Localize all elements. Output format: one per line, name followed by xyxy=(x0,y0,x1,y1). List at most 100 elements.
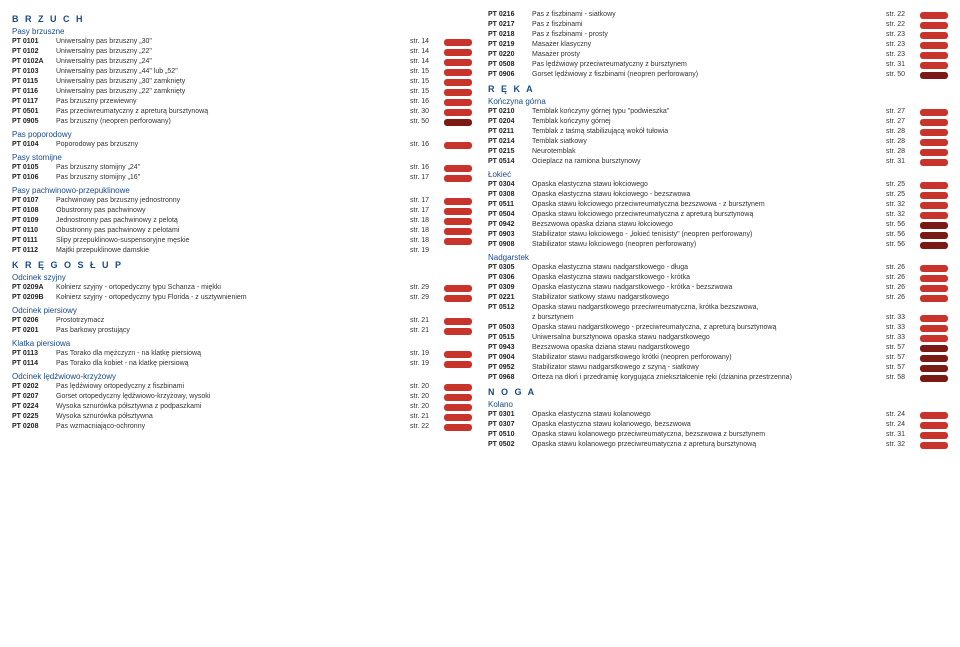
product-tag xyxy=(920,412,948,419)
product-row: PT 0103Uniwersalny pas brzuszny „44" lub… xyxy=(12,67,472,77)
category-title: R Ę K A xyxy=(488,84,948,94)
product-code: PT 0217 xyxy=(488,20,532,30)
product-tag xyxy=(920,422,948,429)
product-name: Uniwersalny pas brzuszny „24" xyxy=(56,57,410,67)
product-tag xyxy=(444,248,472,255)
page-ref: str. 17 xyxy=(410,196,444,206)
page-ref: str. 28 xyxy=(886,147,920,157)
product-code: PT 0968 xyxy=(488,373,532,383)
page-ref: str. 28 xyxy=(886,137,920,147)
product-row: PT 0109Jednostronny pas pachwinowy z pel… xyxy=(12,216,472,226)
product-row: PT 0217Pas z fiszbinamistr. 22 xyxy=(488,20,948,30)
product-code: PT 0112 xyxy=(12,246,56,256)
product-row: PT 0201Pas barkowy prostującystr. 21 xyxy=(12,326,472,336)
product-tag xyxy=(920,22,948,29)
product-tag xyxy=(444,328,472,335)
subsection-title: Pasy pachwinowo-przepuklinowe xyxy=(12,186,472,195)
product-name: Stabilizator stawu łokciowego - „łokieć … xyxy=(532,230,886,240)
product-tag xyxy=(444,79,472,86)
product-name: Neurotemblak xyxy=(532,147,886,157)
product-tag xyxy=(920,295,948,302)
product-row: PT 0209BKołnierz szyjny - ortopedyczny t… xyxy=(12,293,472,303)
product-tag xyxy=(920,12,948,19)
product-tag xyxy=(920,202,948,209)
product-code: PT 0104 xyxy=(12,140,56,150)
product-tag xyxy=(920,325,948,332)
product-tag xyxy=(444,119,472,126)
product-tag xyxy=(444,142,472,149)
product-row: PT 0304Opaska elastyczna stawu łokcioweg… xyxy=(488,180,948,190)
product-tag xyxy=(920,305,948,312)
product-code: PT 0214 xyxy=(488,137,532,147)
left-column: B R Z U C HPasy brzusznePT 0101Uniwersal… xyxy=(12,10,480,637)
page-ref: str. 18 xyxy=(410,216,444,226)
page-ref: str. 22 xyxy=(886,20,920,30)
product-tag xyxy=(444,361,472,368)
page-ref: str. 28 xyxy=(886,127,920,137)
product-tag xyxy=(920,265,948,272)
page-ref: str. 25 xyxy=(886,180,920,190)
product-row: PT 0102Uniwersalny pas brzuszny „22"str.… xyxy=(12,47,472,57)
page-ref: str. 17 xyxy=(410,206,444,216)
subsection-title: Odcinek piersiowy xyxy=(12,306,472,315)
page-ref: str. 20 xyxy=(410,382,444,392)
page-ref: str. 31 xyxy=(886,430,920,440)
product-tag xyxy=(444,99,472,106)
product-tag xyxy=(444,175,472,182)
product-code: PT 0110 xyxy=(12,226,56,236)
product-name: Uniwersalny pas brzuszny „44" lub „52" xyxy=(56,67,410,77)
right-column: PT 0216Pas z fiszbinami - siatkowystr. 2… xyxy=(480,10,948,637)
product-name: Temblak siatkowy xyxy=(532,137,886,147)
product-row: PT 0501Pas przeciwreumatyczny z apreturą… xyxy=(12,107,472,117)
product-code: PT 0102A xyxy=(12,57,56,67)
product-row: PT 0208Pas wzmacniająco-ochronnystr. 22 xyxy=(12,422,472,432)
product-tag xyxy=(444,384,472,391)
product-row: PT 0219Masażer klasycznystr. 23 xyxy=(488,40,948,50)
product-row: PT 0211Temblak z taśmą stabilizującą wok… xyxy=(488,127,948,137)
page-ref: str. 31 xyxy=(886,60,920,70)
product-name: Temblak kończyny górnej xyxy=(532,117,886,127)
product-code: PT 0512 xyxy=(488,303,532,313)
page-ref: str. 32 xyxy=(886,210,920,220)
product-row: PT 0504Opaska stawu łokciowego przeciwre… xyxy=(488,210,948,220)
product-name: Orteza na dłoń i przedramię korygująca z… xyxy=(532,373,886,383)
product-row: PT 0104Poporodowy pas brzusznystr. 16 xyxy=(12,140,472,150)
product-name: Opaska elastyczna stawu kolanowego xyxy=(532,410,886,420)
product-tag xyxy=(444,394,472,401)
product-name: Majtki przepuklinowe damskie xyxy=(56,246,410,256)
subsection-title: Kolano xyxy=(488,400,948,409)
product-code: PT 0204 xyxy=(488,117,532,127)
product-row: PT 0220Masażer prostystr. 23 xyxy=(488,50,948,60)
product-name: Pas barkowy prostujący xyxy=(56,326,410,336)
product-row: PT 0110Obustronny pas pachwinowy z pelot… xyxy=(12,226,472,236)
product-tag xyxy=(920,232,948,239)
page-ref: str. 57 xyxy=(886,353,920,363)
page-ref: str. 18 xyxy=(410,226,444,236)
product-tag xyxy=(444,228,472,235)
product-name: Uniwersalny pas brzuszny „30" xyxy=(56,37,410,47)
product-code: PT 0503 xyxy=(488,323,532,333)
page-ref: str. 23 xyxy=(886,50,920,60)
product-code: PT 0102 xyxy=(12,47,56,57)
product-code: PT 0215 xyxy=(488,147,532,157)
product-code: PT 0114 xyxy=(12,359,56,369)
page-ref: str. 58 xyxy=(886,373,920,383)
product-row: PT 0106Pas brzuszny stomijny „16"str. 17 xyxy=(12,173,472,183)
product-tag xyxy=(920,52,948,59)
product-tag xyxy=(920,149,948,156)
product-name: Opaska elastyczna stawu nadgarstkowego -… xyxy=(532,263,886,273)
product-row: PT 0114Pas Torako dla kobiet - na klatkę… xyxy=(12,359,472,369)
page-ref: str. 26 xyxy=(886,263,920,273)
product-name: Pas Torako dla kobiet - na klatkę piersi… xyxy=(56,359,410,369)
product-tag xyxy=(444,285,472,292)
product-code: PT 0906 xyxy=(488,70,532,80)
product-name: Stabilizator stawu nadgarstkowego krótki… xyxy=(532,353,886,363)
product-row: PT 0943Bezszwowa opaska dziana stawu nad… xyxy=(488,343,948,353)
page-ref: str. 20 xyxy=(410,402,444,412)
page-ref: str. 23 xyxy=(886,30,920,40)
product-name: Wysoka sznurówka półsztywna xyxy=(56,412,410,422)
product-name: Bezszwowa opaska dziana stawu łokciowego xyxy=(532,220,886,230)
product-code: PT 0103 xyxy=(12,67,56,77)
page-ref: str. 26 xyxy=(886,273,920,283)
page-ref: str. 29 xyxy=(410,283,444,293)
